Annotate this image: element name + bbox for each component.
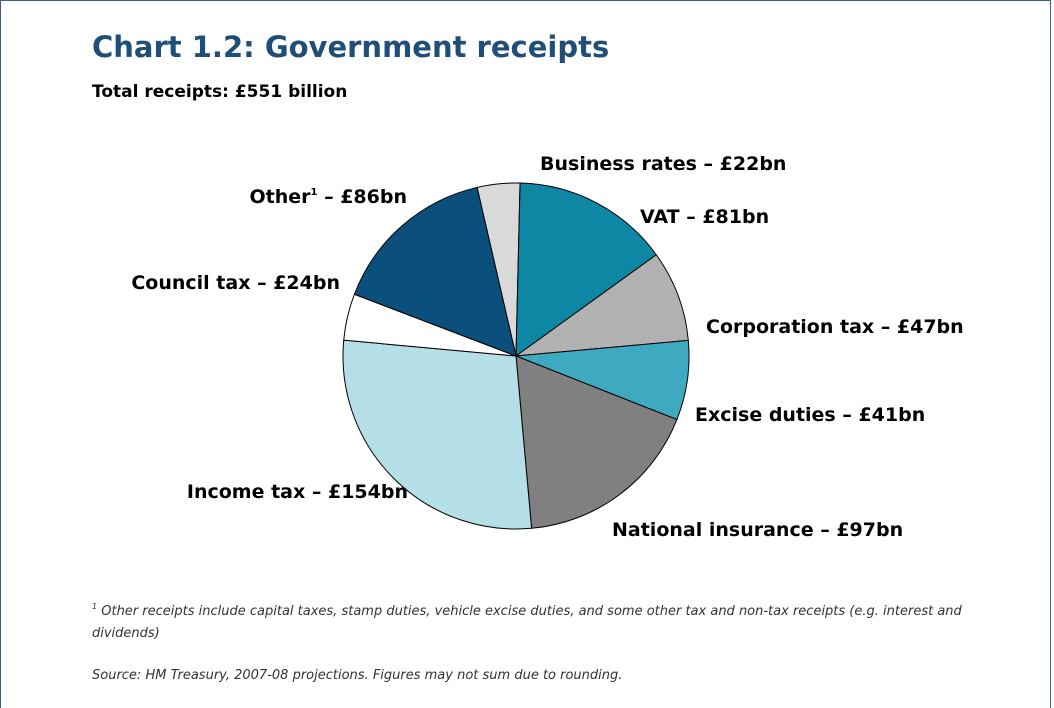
chart-title: Chart 1.2: Government receipts — [92, 30, 610, 64]
pie-labels: Business rates – £22bn VAT – £81bn Corpora… — [131, 153, 963, 541]
pie-label-corporation-tax: Corporation tax – £47bn — [706, 316, 964, 338]
footnote: 1 Other receipts include capital taxes, … — [92, 596, 972, 645]
pie-label-other: Other1 – £86bn — [249, 186, 407, 208]
pie-label-council-tax: Council tax – £24bn — [131, 272, 340, 294]
chart-subtitle: Total receipts: £551 billion — [92, 82, 348, 102]
pie-slice-vat — [515, 182, 657, 357]
pie-label-income-tax: Income tax – £154bn — [187, 481, 408, 503]
source-note: Source: HM Treasury, 2007-08 projections… — [92, 668, 623, 683]
pie-slice-corporation-tax — [515, 254, 689, 357]
pie-label-excise-duties: Excise duties – £41bn — [695, 404, 925, 426]
pie-slices — [342, 182, 690, 530]
pie-label-national-insurance: National insurance – £97bn — [612, 519, 903, 541]
pie-slice-income-tax — [342, 339, 533, 530]
pie-label-vat: VAT – £81bn — [640, 206, 769, 228]
footnote-text: Other receipts include capital taxes, st… — [92, 604, 962, 641]
pie-slice-national-insurance — [515, 355, 678, 529]
footnote-marker: 1 — [92, 602, 98, 611]
pie-label-business-rates: Business rates – £22bn — [540, 153, 786, 175]
pie-slice-other — [353, 186, 517, 357]
